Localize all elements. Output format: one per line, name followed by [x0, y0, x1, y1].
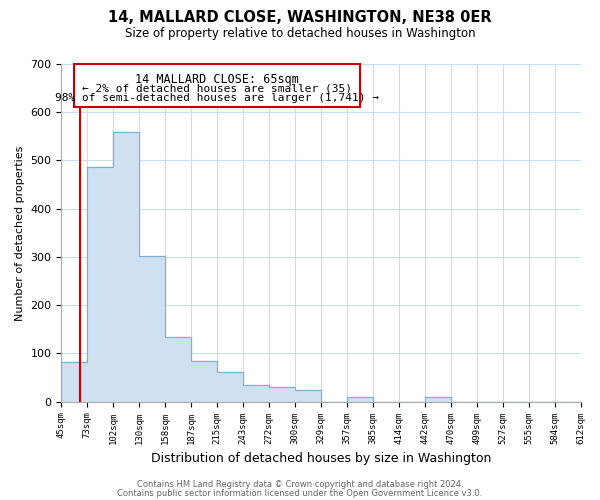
Text: Contains public sector information licensed under the Open Government Licence v3: Contains public sector information licen…	[118, 488, 482, 498]
Y-axis label: Number of detached properties: Number of detached properties	[15, 145, 25, 320]
Text: Contains HM Land Registry data © Crown copyright and database right 2024.: Contains HM Land Registry data © Crown c…	[137, 480, 463, 489]
X-axis label: Distribution of detached houses by size in Washington: Distribution of detached houses by size …	[151, 452, 491, 465]
Text: 14 MALLARD CLOSE: 65sqm: 14 MALLARD CLOSE: 65sqm	[135, 72, 299, 86]
Text: Size of property relative to detached houses in Washington: Size of property relative to detached ho…	[125, 28, 475, 40]
Text: 14, MALLARD CLOSE, WASHINGTON, NE38 0ER: 14, MALLARD CLOSE, WASHINGTON, NE38 0ER	[108, 10, 492, 25]
Text: ← 2% of detached houses are smaller (35): ← 2% of detached houses are smaller (35)	[82, 84, 352, 94]
FancyBboxPatch shape	[74, 64, 360, 108]
Text: 98% of semi-detached houses are larger (1,741) →: 98% of semi-detached houses are larger (…	[55, 93, 379, 103]
